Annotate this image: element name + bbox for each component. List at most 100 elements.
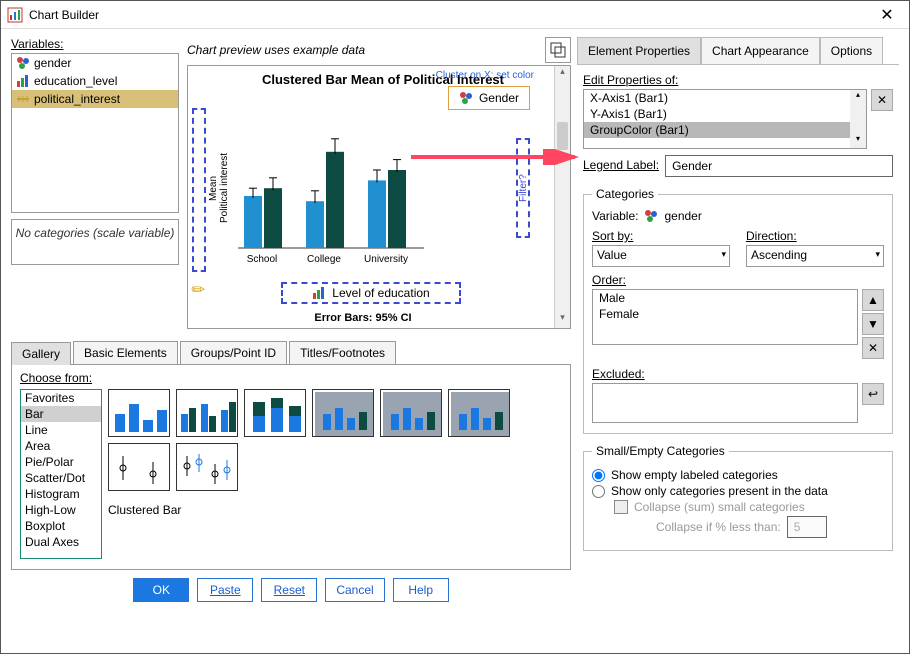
chart-type-boxplot[interactable]: Boxplot xyxy=(21,518,101,534)
svg-text:College: College xyxy=(307,254,341,265)
thumb-cluster[interactable] xyxy=(176,389,238,437)
tab-gallery[interactable]: Gallery xyxy=(11,342,71,365)
move-up-button[interactable]: ▲ xyxy=(862,289,884,311)
variables-list[interactable]: gendereducation_levelpolitical_interest xyxy=(11,53,179,213)
categories-fieldset: Categories Variable: gender Sort by: Val… xyxy=(583,187,893,434)
cancel-button[interactable]: Cancel xyxy=(325,578,384,602)
show-only-present-radio[interactable]: Show only categories present in the data xyxy=(592,484,884,498)
thumb-name: Clustered Bar xyxy=(108,503,562,517)
collapse-checkbox-row: Collapse (sum) small categories xyxy=(614,500,884,514)
radio-input[interactable] xyxy=(592,485,605,498)
rp-tab-options[interactable]: Options xyxy=(820,37,883,64)
chart-type-scatter-dot[interactable]: Scatter/Dot xyxy=(21,470,101,486)
thumb-3d[interactable] xyxy=(312,389,374,437)
small-empty-legend: Small/Empty Categories xyxy=(592,444,729,458)
chart-type-high-low[interactable]: High-Low xyxy=(21,502,101,518)
order-item[interactable]: Male xyxy=(593,290,857,306)
thumbnails-area: Clustered Bar xyxy=(108,389,562,559)
chart-builder-window: Chart Builder ✕ Variables: gendereducati… xyxy=(0,0,910,654)
choose-from-label: Choose from: xyxy=(20,371,562,385)
radio-input[interactable] xyxy=(592,469,605,482)
close-button[interactable]: ✕ xyxy=(871,3,903,27)
sortby-label: Sort by: xyxy=(592,229,730,243)
delete-prop-button[interactable]: ✕ xyxy=(871,89,893,111)
window-title: Chart Builder xyxy=(29,8,871,22)
chart-type-list[interactable]: FavoritesBarLineAreaPie/PolarScatter/Dot… xyxy=(20,389,102,559)
remove-order-button[interactable]: ✕ xyxy=(862,337,884,359)
pencil-icon: ✎ xyxy=(187,278,211,302)
plot-area: School College University xyxy=(228,108,428,278)
nominal-icon xyxy=(459,91,473,105)
thumb-err1[interactable] xyxy=(108,443,170,491)
help-button[interactable]: Help xyxy=(393,578,449,602)
chart-type-bar[interactable]: Bar xyxy=(21,406,101,422)
tab-basic-elements[interactable]: Basic Elements xyxy=(73,341,178,364)
edit-props-label: Edit Properties of: xyxy=(583,73,893,87)
direction-select[interactable]: Ascending xyxy=(746,245,884,267)
svg-text:School: School xyxy=(247,254,278,265)
restore-button[interactable]: ↩ xyxy=(862,383,884,405)
x-axis-label: Level of education xyxy=(332,286,429,300)
sortby-select[interactable]: Value xyxy=(592,245,730,267)
show-empty-radio[interactable]: Show empty labeled categories xyxy=(592,468,884,482)
paste-button[interactable]: Paste xyxy=(197,578,253,602)
props-of-item[interactable]: Y-Axis1 (Bar1) xyxy=(584,106,866,122)
variable-item[interactable]: political_interest xyxy=(12,90,178,108)
chart-type-favorites[interactable]: Favorites xyxy=(21,390,101,406)
variable-item[interactable]: gender xyxy=(12,54,178,72)
variable-value: gender xyxy=(664,209,701,223)
chart-type-line[interactable]: Line xyxy=(21,422,101,438)
ordinal-icon xyxy=(312,286,326,300)
order-item[interactable]: Female xyxy=(593,306,857,322)
properties-of-list[interactable]: X-Axis1 (Bar1)Y-Axis1 (Bar1)GroupColor (… xyxy=(583,89,867,149)
excluded-list[interactable] xyxy=(592,383,858,423)
y-axis-dropzone[interactable] xyxy=(192,108,206,272)
thumb-stack[interactable] xyxy=(244,389,306,437)
variables-label: Variables: xyxy=(11,37,179,51)
tab-titles-footnotes[interactable]: Titles/Footnotes xyxy=(289,341,396,364)
thumb-err2[interactable] xyxy=(176,443,238,491)
chart-type-area[interactable]: Area xyxy=(21,438,101,454)
titlebar: Chart Builder ✕ xyxy=(1,1,909,29)
chart-footnote: Error Bars: 95% CI xyxy=(188,312,538,324)
order-list[interactable]: MaleFemale xyxy=(592,289,858,345)
legend-label-text: Gender xyxy=(479,91,519,105)
move-down-button[interactable]: ▼ xyxy=(862,313,884,335)
categories-legend: Categories xyxy=(592,187,658,201)
legend-label-label: Legend Label: xyxy=(583,158,659,172)
excluded-label: Excluded: xyxy=(592,367,884,381)
po-scrollbar[interactable]: ▴ ▾ xyxy=(850,90,866,148)
cluster-hint: Cluster on X: set color xyxy=(436,70,534,81)
filter-dropzone[interactable]: Filter? xyxy=(516,138,530,238)
preview-options-button[interactable] xyxy=(545,37,571,63)
nominal-icon xyxy=(644,209,658,223)
legend-label-input[interactable] xyxy=(665,155,893,177)
y-axis-label: MeanPolitical interest xyxy=(208,108,224,268)
legend-dropzone[interactable]: Gender xyxy=(448,86,530,110)
collapse-if-row: Collapse if % less than: xyxy=(656,516,884,538)
ok-button[interactable]: OK xyxy=(133,578,189,602)
props-of-item[interactable]: X-Axis1 (Bar1) xyxy=(584,90,866,106)
thumb-3d[interactable] xyxy=(448,389,510,437)
preview-scrollbar[interactable]: ▴ ▾ xyxy=(554,66,570,328)
thumb-3d[interactable] xyxy=(380,389,442,437)
no-categories-box: No categories (scale variable) xyxy=(11,219,179,265)
chart-type-dual-axes[interactable]: Dual Axes xyxy=(21,534,101,550)
rp-tab-element-properties[interactable]: Element Properties xyxy=(577,37,701,64)
props-of-item[interactable]: GroupColor (Bar1) xyxy=(584,122,866,138)
chart-type-pie-polar[interactable]: Pie/Polar xyxy=(21,454,101,470)
chart-preview[interactable]: ▴ ▾ Clustered Bar Mean of Political Inte… xyxy=(187,65,571,329)
svg-text:University: University xyxy=(364,254,408,265)
thumb-simple[interactable] xyxy=(108,389,170,437)
rp-tab-chart-appearance[interactable]: Chart Appearance xyxy=(701,37,820,64)
app-icon xyxy=(7,7,23,23)
preview-header-text: Chart preview uses example data xyxy=(187,43,365,57)
tab-groups-point-id[interactable]: Groups/Point ID xyxy=(180,341,287,364)
chart-type-histogram[interactable]: Histogram xyxy=(21,486,101,502)
order-label: Order: xyxy=(592,273,884,287)
variable-item[interactable]: education_level xyxy=(12,72,178,90)
reset-button[interactable]: Reset xyxy=(261,578,317,602)
right-panel-tabstrip: Element PropertiesChart AppearanceOption… xyxy=(577,37,899,65)
collapse-pct-input xyxy=(787,516,827,538)
x-axis-dropzone[interactable]: Level of education xyxy=(281,282,461,304)
